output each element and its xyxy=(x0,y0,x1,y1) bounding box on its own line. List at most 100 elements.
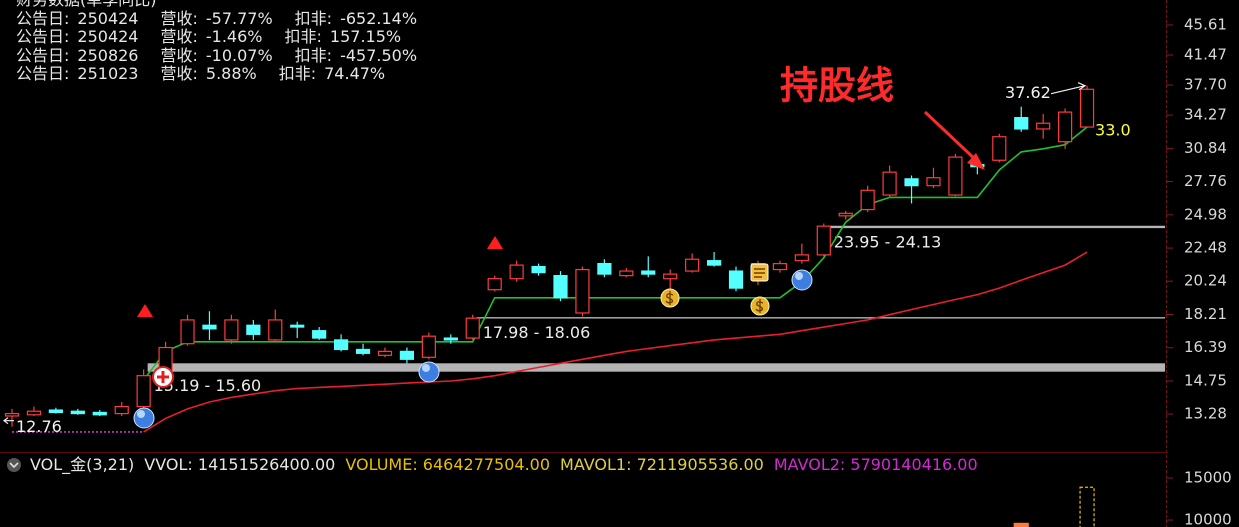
y-tick-label: 18.21 xyxy=(1184,305,1227,323)
candle-body xyxy=(706,260,722,266)
y-tick-label: 45.61 xyxy=(1184,15,1227,33)
indicator-value: VVOL: 14151526400.00 xyxy=(144,455,336,474)
signal-ball-shine xyxy=(137,410,145,418)
candle-body xyxy=(26,410,42,416)
candle-body xyxy=(246,324,261,335)
candle-body xyxy=(838,212,853,217)
date: 251023 xyxy=(77,64,139,83)
signal-ball xyxy=(133,407,155,429)
candle-body xyxy=(728,270,744,289)
candle-body xyxy=(465,317,480,339)
y-tick-label: 10000 xyxy=(1184,511,1232,527)
revenue: -10.07% xyxy=(205,45,273,65)
revenue: -57.77% xyxy=(205,8,273,28)
deduct: -652.14% xyxy=(340,8,418,28)
y-tick-label: 30.84 xyxy=(1184,139,1227,157)
date: 250826 xyxy=(77,45,139,65)
deduct: 157.15% xyxy=(329,27,402,46)
finance-row: 公告日: 251023 营收: 5.88% 扣非: 74.47% xyxy=(16,64,425,84)
volume-legend: VOL_金(3,21) VVOL: 14151526400.00 VOLUME: 6… xyxy=(30,455,988,475)
date: 250424 xyxy=(77,8,139,28)
level-label: 17.98 - 18.06 xyxy=(483,323,591,342)
annotation-arrowhead xyxy=(967,153,985,170)
candle-body xyxy=(992,136,1007,161)
y-tick-label: 14.75 xyxy=(1184,371,1227,389)
signal-triangle xyxy=(137,304,153,317)
y-tick-label: 34.27 xyxy=(1184,106,1227,124)
date-label: 公告日: xyxy=(16,64,70,83)
revenue-label: 营收: xyxy=(160,64,198,83)
candle-body xyxy=(268,319,283,341)
y-tick-label: 24.98 xyxy=(1184,205,1227,223)
finance-row: 公告日: 250826 营收: -10.07% 扣非: -457.50% xyxy=(16,45,425,66)
indicator-line xyxy=(143,251,1088,433)
deduct: 74.47% xyxy=(324,64,386,83)
y-tick-label: 13.28 xyxy=(1184,405,1227,423)
candle-body xyxy=(860,189,875,211)
y-tick-label: 41.47 xyxy=(1184,45,1227,63)
candle-body xyxy=(92,411,107,416)
collapse-chevron xyxy=(9,462,19,469)
y-tick-label: 27.76 xyxy=(1184,172,1227,190)
low-label: 12.76 xyxy=(16,417,62,436)
finance-panel: 财务数据(单季同比)公告日:250424营收:-57.77%扣非:-652.14… xyxy=(16,0,425,84)
buy-cross xyxy=(157,371,169,383)
low-arrow xyxy=(3,417,14,425)
date-label: 公告日: xyxy=(16,27,70,46)
finance-row: 公告日: 250424 营收: -1.46% 扣非: 157.15% xyxy=(16,27,425,47)
y-tick-label: 16.39 xyxy=(1184,338,1227,356)
candle-body xyxy=(312,330,327,339)
candle-body xyxy=(202,324,217,330)
candle-body xyxy=(926,177,941,187)
level-label: 15.19 - 15.60 xyxy=(154,376,262,395)
level-label: 23.95 - 24.13 xyxy=(834,233,942,252)
candle-body xyxy=(948,156,963,196)
high-arrow xyxy=(1050,82,1087,95)
price-level xyxy=(827,225,1165,229)
signal-ball-shine xyxy=(795,272,803,280)
candle-body xyxy=(531,265,546,274)
finance-title: 财务数据(单季同比) xyxy=(16,0,425,10)
revenue-label: 营收: xyxy=(160,27,198,46)
signal-triangle xyxy=(487,236,503,249)
deduct-label: 扣非: xyxy=(284,27,322,46)
indicator-line xyxy=(142,126,1088,381)
indicator-value: VOLUME: 6464277504.00 xyxy=(345,455,551,474)
finance-row: 公告日: 250424 营收: -57.77% 扣非: -652.14% xyxy=(16,8,425,29)
price-level xyxy=(147,363,1165,372)
y-tick-label: 15000 xyxy=(1184,469,1232,487)
signal-ball-shine xyxy=(422,364,430,372)
candle-body xyxy=(1058,111,1073,143)
candle-body xyxy=(114,405,129,415)
date-label: 公告日: xyxy=(16,8,70,28)
collapse-icon[interactable] xyxy=(7,458,21,472)
candle-body xyxy=(1014,117,1029,130)
candle-body xyxy=(663,273,678,280)
deduct: -457.50% xyxy=(340,45,418,65)
money-bag-sign xyxy=(755,299,764,313)
candle-body xyxy=(816,225,831,256)
volume-bar xyxy=(1013,522,1029,527)
volume-title: VOL_金(3,21) xyxy=(30,455,135,474)
candle-body xyxy=(1079,88,1095,128)
candle-body xyxy=(1036,122,1051,130)
candle-body xyxy=(136,375,151,408)
candle-body xyxy=(509,264,524,280)
revenue-label: 营收: xyxy=(160,45,198,65)
revenue: 5.88% xyxy=(205,64,257,83)
candle-body xyxy=(685,258,700,272)
y-tick-label: 20.24 xyxy=(1184,272,1227,290)
line-value-label: 33.0 xyxy=(1095,121,1131,140)
date: 250424 xyxy=(77,27,139,46)
price-level xyxy=(476,317,1165,319)
money-bag-sign xyxy=(665,291,674,305)
signal-ball xyxy=(791,269,813,291)
annotation: 持股线 xyxy=(780,64,894,108)
deduct-label: 扣非: xyxy=(294,8,333,28)
candle-body xyxy=(4,412,20,417)
candle-body xyxy=(794,254,809,262)
volume-bar xyxy=(1079,486,1095,527)
candle-body xyxy=(882,171,897,196)
